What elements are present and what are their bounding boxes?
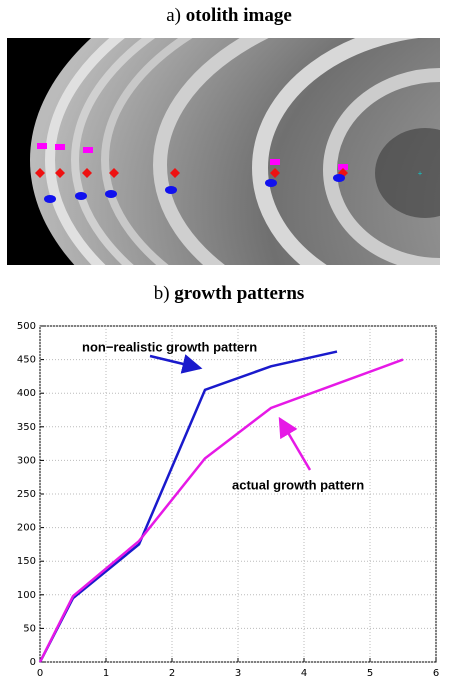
y-tick-label: 100 — [17, 590, 36, 601]
svg-text:+: + — [418, 169, 423, 178]
x-tick-label: 3 — [235, 668, 241, 679]
page: a) otolith image + b) growth patterns 0 5… — [0, 0, 458, 687]
x-tick-label: 1 — [103, 668, 109, 679]
y-tick-label: 400 — [17, 388, 36, 399]
annotation: non−realistic growth pattern — [82, 339, 257, 354]
y-tick-label: 300 — [17, 455, 36, 466]
panel-b-title: b) growth patterns — [154, 283, 305, 304]
figure: a) otolith image + b) growth patterns 0 5… — [0, 0, 458, 687]
y-tick-label: 50 — [23, 623, 36, 634]
panel-a-title: a) otolith image — [166, 5, 292, 26]
panel-a-text: otolith image — [186, 5, 292, 26]
x-tick-label: 5 — [367, 668, 373, 679]
y-tick-label: 250 — [17, 489, 36, 500]
y-tick-label: 200 — [17, 523, 36, 534]
y-tick-label: 450 — [17, 355, 36, 366]
panel-a-label: a) — [166, 5, 181, 26]
panel-b-label: b) — [154, 283, 170, 304]
x-tick-label: 0 — [37, 668, 43, 679]
panel-b-text: growth patterns — [174, 283, 304, 304]
x-tick-label: 4 — [301, 668, 307, 679]
x-tick-label: 6 — [433, 668, 439, 679]
y-tick-label: 350 — [17, 422, 36, 433]
y-tick-label: 150 — [17, 556, 36, 567]
y-tick-label: 0 — [30, 657, 36, 668]
y-tick-label: 500 — [17, 321, 36, 332]
annotation: actual growth pattern — [232, 477, 364, 492]
x-tick-label: 2 — [169, 668, 175, 679]
